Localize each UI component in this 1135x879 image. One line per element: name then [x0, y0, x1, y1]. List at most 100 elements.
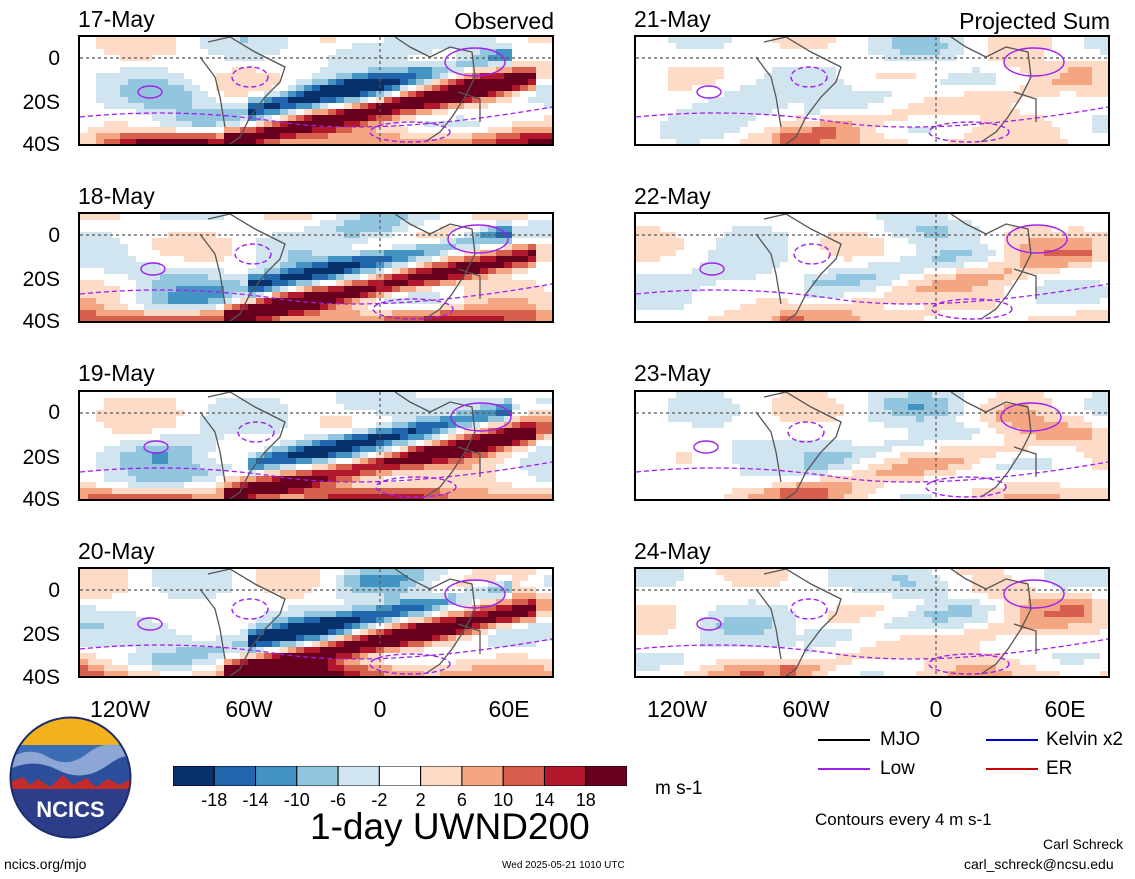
colorbar-swatch [585, 765, 628, 787]
colorbar-swatch [461, 765, 504, 787]
low-contour [372, 298, 454, 320]
low-contour [137, 85, 163, 99]
coastline [199, 37, 481, 144]
colorbar-swatch [502, 765, 545, 787]
colorbar [172, 765, 628, 787]
low-contour [790, 66, 828, 88]
colorbar-swatch [378, 765, 422, 787]
kelvin-line-swatch [986, 739, 1038, 741]
low-line-swatch [818, 768, 870, 770]
coastline [755, 392, 1037, 499]
low-contour [80, 638, 552, 660]
mjo-line-swatch [818, 739, 870, 741]
low-contour [787, 421, 825, 443]
x-tick-label: 60W [225, 696, 273, 722]
contour-note: Contours every 4 m s-1 [815, 810, 992, 829]
low-contour [931, 298, 1013, 320]
low-contour [369, 121, 451, 143]
coastline [755, 214, 1037, 321]
low-contour [140, 262, 166, 276]
coastline [199, 214, 481, 321]
low-contour [447, 224, 509, 254]
x-tick-label: 60E [1044, 696, 1086, 722]
logo-text: NCICS [36, 797, 104, 822]
panel-date-1: 17-May [78, 6, 155, 32]
colorbar-swatch [337, 765, 380, 787]
y-tick-label: 40S [22, 666, 60, 689]
y-tick-label: 0 [48, 579, 60, 602]
colorbar-swatch [543, 765, 587, 787]
low-contour [699, 262, 725, 276]
colorbar-swatch [255, 765, 298, 787]
colorbar-tick-label: 14 [534, 790, 555, 810]
low-contour [696, 617, 722, 631]
low-contour [80, 461, 552, 483]
colorbar-tick-label: -18 [201, 790, 228, 810]
colorbar-swatch [420, 765, 463, 787]
low-contour [80, 283, 552, 305]
coastline [199, 392, 481, 499]
y-tick-label: 20S [22, 623, 60, 646]
legend-kelvin-label: Kelvin x2 [1046, 729, 1124, 750]
low-contour [1006, 224, 1068, 254]
colorbar-tick-label: 18 [575, 790, 596, 810]
colorbar-units: m s-1 [655, 778, 703, 799]
heatmap-panel-18-may [78, 212, 554, 323]
low-contour [231, 66, 269, 88]
y-tick-label: 0 [48, 401, 60, 424]
panel-date-6: 22-May [634, 183, 711, 209]
low-contour [790, 598, 828, 620]
heatmap-panel-22-may [634, 212, 1110, 323]
low-contour [234, 243, 272, 265]
y-tick-label: 0 [48, 224, 60, 247]
legend-mjo-label: MJO [880, 729, 921, 750]
site-link[interactable]: ncics.org/mjo [4, 856, 87, 872]
x-tick-label: 120W [646, 696, 708, 722]
panel-date-8: 24-May [634, 538, 711, 564]
low-contour [444, 579, 506, 609]
low-contour [143, 440, 169, 454]
x-tick-label: 0 [929, 696, 943, 722]
coastline [755, 569, 1037, 676]
heatmap-panel-24-may [634, 567, 1110, 678]
low-contour [928, 653, 1010, 675]
low-contour [369, 653, 451, 675]
colorbar-tick-label: -10 [283, 790, 310, 810]
y-tick-label: 40S [22, 133, 60, 156]
low-contour [925, 476, 1007, 498]
legend-er-label: ER [1046, 758, 1073, 779]
er-line-swatch [986, 768, 1038, 770]
y-tick-label: 20S [22, 446, 60, 469]
low-contour [696, 85, 722, 99]
legend-low-label: Low [880, 758, 915, 779]
coastline [199, 569, 481, 676]
panel-date-4: 20-May [78, 538, 155, 564]
panel-date-3: 19-May [78, 360, 155, 386]
colorbar-tick-label: -14 [242, 790, 269, 810]
x-tick-label: 120W [89, 696, 151, 722]
low-contour [636, 461, 1108, 483]
y-tick-label: 40S [22, 488, 60, 511]
low-contour [80, 106, 552, 128]
colorbar-swatch [172, 765, 215, 787]
y-tick-label: 0 [48, 47, 60, 70]
low-contour [137, 617, 163, 631]
y-tick-label: 20S [22, 91, 60, 114]
low-contour [444, 47, 506, 77]
low-contour [928, 121, 1010, 143]
y-tick-label: 20S [22, 268, 60, 291]
low-contour [450, 402, 512, 432]
author-email[interactable]: carl_schreck@ncsu.edu [964, 856, 1114, 872]
colorbar-tick-label: -6 [330, 790, 347, 810]
x-tick-label: 60E [488, 696, 530, 722]
colorbar-tick-label: 6 [456, 790, 467, 810]
low-contour [636, 106, 1108, 128]
low-contour [1003, 47, 1065, 77]
low-contour [1000, 402, 1062, 432]
low-contour [793, 243, 831, 265]
low-contour [693, 440, 719, 454]
ncics-logo: NCICS [8, 715, 133, 840]
colorbar-swatch [296, 765, 339, 787]
coastline [755, 37, 1037, 144]
colorbar-swatch [213, 765, 257, 787]
